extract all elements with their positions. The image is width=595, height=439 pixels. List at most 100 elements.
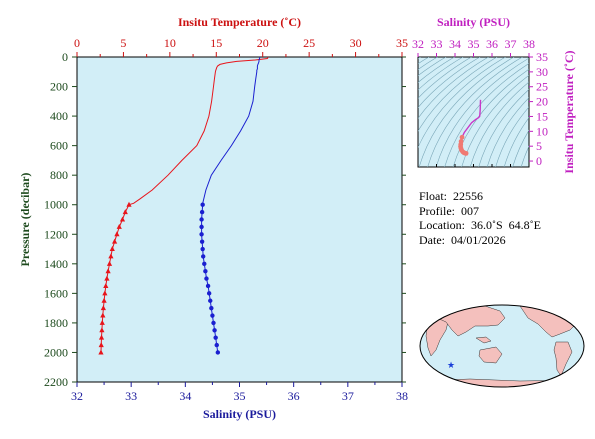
density-contour [469,81,529,167]
salinity-data-point [200,202,205,207]
density-contour [427,57,523,167]
density-contour [418,57,515,167]
salinity-tick-label: 36 [288,389,300,403]
inset-temperature-tick-label: 25 [536,80,548,94]
density-contour [418,57,464,91]
temperature-tick-label: 30 [350,36,362,50]
map-border [419,304,585,388]
density-contour [495,106,529,167]
density-contour [418,57,506,149]
salinity-data-point [206,291,212,296]
main-series-group [98,56,269,355]
temperature-tick-label: 20 [257,36,269,50]
salinity-data-point [199,224,204,230]
temperature-data-point [112,238,118,244]
temperature-data-point [114,231,120,237]
temperature-tick-label: 35 [396,36,408,50]
salinity-tick-label: 34 [179,389,191,403]
temperature-data-point [101,297,107,303]
temperature-data-point [100,312,106,318]
salinity-data-point [205,283,211,289]
inset-salinity-tick-label: 36 [486,37,498,51]
salinity-data-point [199,217,204,222]
density-contour [418,57,472,99]
salinity-tick-label: 33 [125,389,137,403]
temperature-tick-label: 25 [303,36,315,50]
temperature-data-point [119,216,126,222]
temperature-tick-label: 15 [210,36,222,50]
pressure-tick-label: 2200 [44,375,68,389]
inset-salinity-tick-label: 33 [431,37,443,51]
inset-salinity-tick-label: 32 [412,37,424,51]
temperature-data-point [108,253,114,259]
salinity-data-point [199,232,204,237]
temperature-data-point [116,223,122,229]
pressure-tick-label: 1200 [44,227,68,241]
inset-salinity-tick-label: 38 [523,37,535,51]
density-contour [418,57,481,109]
density-contour [418,57,455,83]
temperature-data-point [98,334,105,340]
salinity-data-point [209,305,214,311]
density-contour [435,57,529,167]
pressure-tick-label: 1600 [44,286,68,300]
salinity-data-point [204,276,209,281]
ts-data-point [459,134,465,140]
temperature-data-point [109,246,115,252]
density-contour [418,57,438,70]
inset-temperature-tick-label: 0 [536,154,542,168]
float-info-panel: Float: 22556 Profile: 007 Location: 36.0… [419,189,541,247]
pressure-tick-label: 1400 [44,257,68,271]
inset-series-group [458,99,482,156]
density-contour [478,89,529,167]
temperature-data-point [106,260,113,266]
temperature-data-point [102,290,108,296]
temperature-data-point [100,305,106,311]
inset-temperature-tick-label: 10 [536,124,548,138]
pressure-tick-label: 800 [50,168,68,182]
temperature-data-point [105,268,111,274]
main-axis-ticks [72,52,406,387]
inset-temperature-axis-title: Insitu Temperature (˚C) [562,50,576,173]
temperature-data-point [99,319,105,325]
salinity-tick-label: 38 [396,389,408,403]
temperature-data-point [104,275,110,281]
pressure-axis-title: Pressure (decibar) [18,173,32,267]
temperature-data-point [98,349,104,355]
density-contour [418,57,430,65]
temperature-tick-label: 10 [164,36,176,50]
float-location: Location: 36.0˚S 64.8˚E [419,218,541,232]
salinity-data-point [202,261,207,267]
density-contour [512,129,529,167]
pressure-tick-label: 0 [62,50,68,64]
main-axis-tick-labels: 0 5 10 15 20 25 30 35 32 33 34 35 36 37 38 0 200 400 600 80… [44,36,408,403]
main-plot-area [76,56,403,383]
world-map: ★ [419,304,585,388]
inset-salinity-tick-label: 34 [449,37,461,51]
salinity-data-point [210,313,215,318]
temperature-data-point [126,201,132,207]
density-contour [418,57,489,119]
salinity-data-point [208,298,213,303]
continent-indonesia [475,336,492,344]
density-contour [503,117,529,167]
pressure-tick-label: 2000 [44,345,68,359]
inset-temperature-tick-label: 30 [536,65,548,79]
temperature-tick-label: 0 [74,36,80,50]
density-contour [520,145,529,167]
inset-axis-ticks [417,53,533,167]
inset-salinity-tick-label: 35 [468,37,480,51]
salinity-data-point [203,269,208,274]
continent-antarctica [420,378,584,387]
inset-salinity-axis-title: Salinity (PSU) [437,15,510,29]
inset-temperature-tick-label: 15 [536,109,548,123]
salinity-axis-title: Salinity (PSU) [203,407,276,421]
temperature-data-point [99,327,105,333]
profile-date: Date: 04/01/2026 [419,232,506,247]
salinity-data-point [214,342,219,348]
salinity-data-point [211,320,216,326]
temperature-data-point [98,342,104,348]
inset-temperature-tick-label: 20 [536,95,548,109]
inset-temperature-tick-label: 35 [536,50,548,64]
